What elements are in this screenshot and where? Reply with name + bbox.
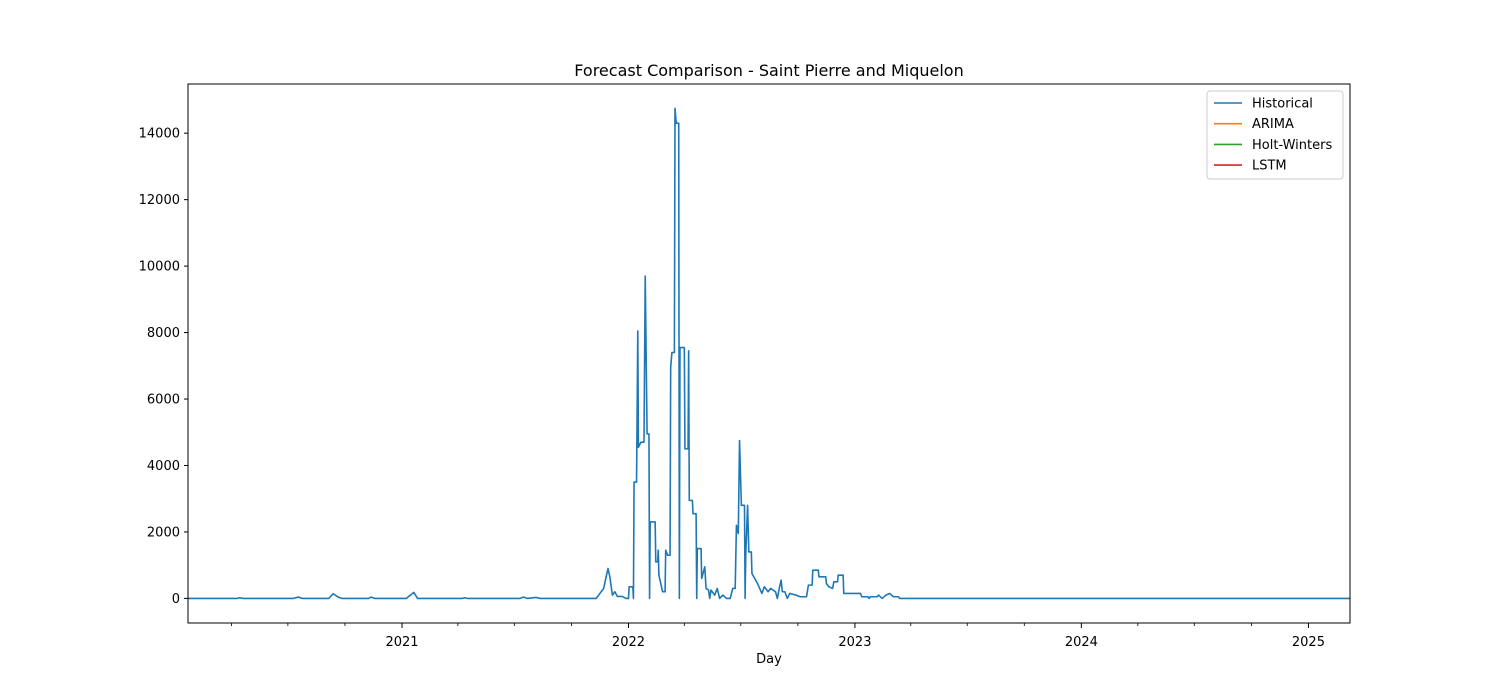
legend-label: ARIMA: [1252, 117, 1294, 132]
y-tick-label: 8000: [147, 326, 180, 341]
y-tick-label: 12000: [139, 193, 180, 208]
y-tick-label: 6000: [147, 393, 180, 408]
y-tick-label: 10000: [139, 260, 180, 275]
y-tick-label: 14000: [139, 127, 180, 142]
series-line-historical: [188, 107, 1350, 600]
series-layer: [188, 107, 1350, 600]
legend-label: LSTM: [1252, 159, 1287, 174]
x-tick-label: 2024: [1065, 635, 1098, 650]
x-tick-label: 2021: [385, 635, 418, 650]
x-tick-label: 2022: [612, 635, 645, 650]
x-tick-label: 2025: [1292, 635, 1325, 650]
x-axis-label: Day: [756, 652, 782, 667]
x-axis: 2021 2022 2023 2024 2025: [231, 623, 1325, 650]
plot-frame: [187, 83, 1351, 624]
x-tick-label: 2023: [838, 635, 871, 650]
legend: Historical ARIMA Holt-Winters LSTM: [1206, 90, 1344, 180]
y-axis: 0 2000 4000 6000 8000 10000 12000 14000: [139, 127, 188, 607]
y-tick-label: 0: [172, 592, 180, 607]
legend-box: [1206, 90, 1344, 180]
chart-title: Forecast Comparison - Saint Pierre and M…: [574, 61, 963, 80]
y-tick-label: 4000: [147, 459, 180, 474]
y-tick-label: 2000: [147, 525, 180, 540]
legend-label: Holt-Winters: [1252, 138, 1332, 153]
legend-label: Historical: [1252, 97, 1313, 112]
